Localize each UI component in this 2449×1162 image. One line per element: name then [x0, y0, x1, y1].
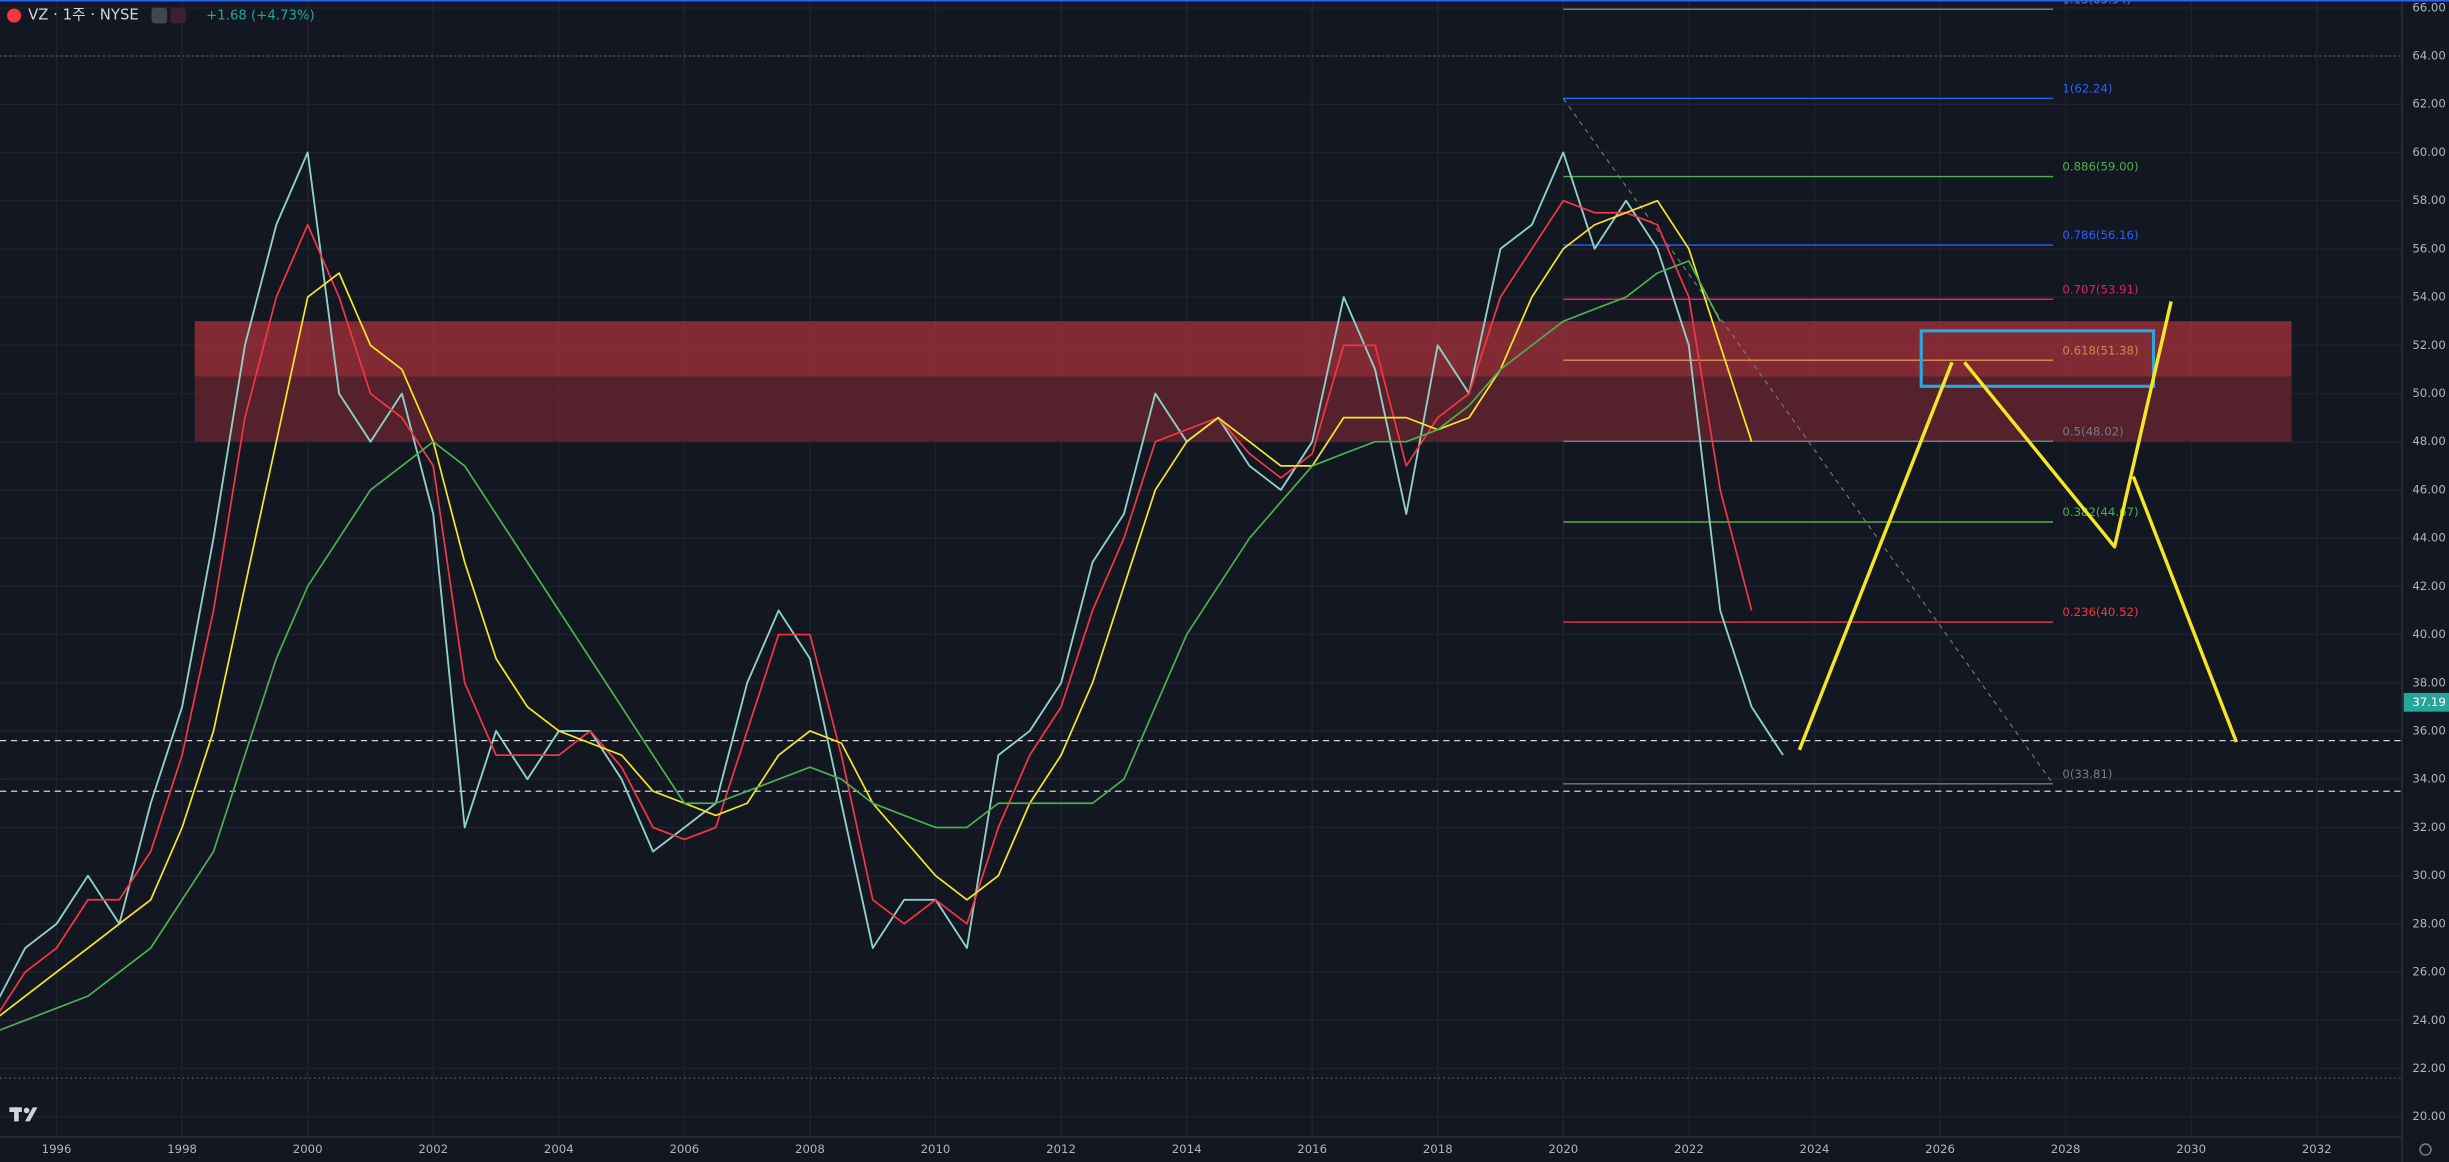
last-price-badge [2403, 692, 2449, 712]
projection-line [1797, 361, 1954, 751]
x-tick-label: 2020 [1548, 1142, 1578, 1156]
x-tick-label: 2008 [795, 1142, 825, 1156]
y-tick-label: 60.00 [2412, 145, 2446, 159]
x-tick-label: 2010 [921, 1142, 951, 1156]
price-line [0, 151, 1784, 999]
x-tick-label: 2002 [418, 1142, 448, 1156]
fib-label: 0.236(40.52) [2062, 605, 2138, 619]
y-tick-label: 38.00 [2412, 675, 2446, 689]
logo [9, 1107, 38, 1122]
y-tick-label: 44.00 [2412, 531, 2446, 545]
y-tick-label: 66.00 [2412, 0, 2446, 14]
x-tick-label: 2030 [2176, 1142, 2206, 1156]
target-box [1919, 329, 2156, 388]
moving-average [0, 260, 1721, 1031]
y-tick-label: 36.00 [2412, 724, 2446, 738]
fib-label: 0.382(44.67) [2062, 505, 2138, 519]
price-change: +1.68 (+4.73%) [206, 9, 314, 24]
x-tick-label: 2000 [293, 1142, 323, 1156]
y-tick-label: 52.00 [2412, 338, 2446, 352]
symbol-icon [7, 8, 22, 23]
symbol-title: VZ · 1주 · NYSE [28, 7, 139, 24]
x-tick-label: 1996 [42, 1142, 72, 1156]
y-tick-label: 28.00 [2412, 916, 2446, 930]
y-tick-label: 20.00 [2412, 1109, 2446, 1123]
logo-part [25, 1107, 38, 1122]
last-price-label: 37.19 [2412, 695, 2446, 709]
x-tick-label: 2024 [1800, 1142, 1830, 1156]
y-tick-label: 26.00 [2412, 965, 2446, 979]
y-tick-label: 62.00 [2412, 97, 2446, 111]
y-tick-label: 30.00 [2412, 868, 2446, 882]
fib-label: 0.618(51.38) [2062, 343, 2138, 357]
y-tick-label: 46.00 [2412, 482, 2446, 496]
moving-average [0, 199, 1753, 1013]
y-tick-label: 42.00 [2412, 579, 2446, 593]
x-tick-label: 2032 [2302, 1142, 2332, 1156]
settings-button[interactable] [2419, 1143, 2432, 1156]
y-tick-label: 24.00 [2412, 1013, 2446, 1027]
fib-label: 0(33.81) [2062, 767, 2112, 781]
x-tick-label: 2004 [544, 1142, 574, 1156]
y-tick-label: 56.00 [2412, 241, 2446, 255]
header: VZ · 1주 · NYSE +1.68 (+4.73%) [7, 7, 315, 24]
toggle-button[interactable] [170, 7, 186, 24]
x-tick-label: 2016 [1297, 1142, 1327, 1156]
y-tick-label: 22.00 [2412, 1061, 2446, 1075]
y-tick-label: 64.00 [2412, 49, 2446, 63]
plot: 1.13(65.94) 1(62.24) 0.886(59.00) 0.786(56.… [0, 0, 2403, 1138]
toggle-button[interactable] [151, 7, 168, 24]
x-tick-label: 2022 [1674, 1142, 1704, 1156]
fib-label: 0.5(48.02) [2062, 424, 2123, 438]
y-tick-label: 50.00 [2412, 386, 2446, 400]
projection-line [2131, 475, 2239, 743]
y-tick-label: 48.00 [2412, 434, 2446, 448]
fib-label: 0.886(59.00) [2062, 160, 2138, 174]
fib-label: 1(62.24) [2062, 82, 2112, 96]
fib-label: 0.707(53.91) [2062, 282, 2138, 296]
x-tick-label: 2018 [1423, 1142, 1453, 1156]
projection-line [1963, 301, 2173, 549]
logo-part [14, 1107, 19, 1122]
price-axis [2402, 0, 2449, 1162]
y-tick-label: 34.00 [2412, 772, 2446, 786]
y-tick-label: 58.00 [2412, 193, 2446, 207]
fib-label: 0.786(56.16) [2062, 228, 2138, 242]
fib-label: 1.13(65.94) [2062, 0, 2131, 6]
x-tick-label: 2028 [2051, 1142, 2081, 1156]
x-tick-label: 2006 [669, 1142, 699, 1156]
y-tick-label: 54.00 [2412, 290, 2446, 304]
x-tick-label: 2026 [1925, 1142, 1955, 1156]
y-tick-label: 32.00 [2412, 820, 2446, 834]
x-tick-label: 2012 [1046, 1142, 1076, 1156]
x-tick-label: 2014 [1172, 1142, 1202, 1156]
y-tick-label: 40.00 [2412, 627, 2446, 641]
x-tick-label: 1998 [167, 1142, 197, 1156]
logo-part [23, 1107, 30, 1114]
